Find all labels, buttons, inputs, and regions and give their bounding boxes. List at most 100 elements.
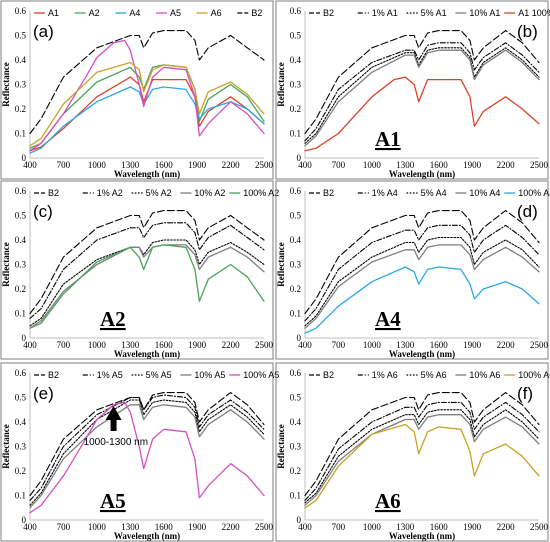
x-tick-label: 2200 [497,522,516,532]
legend-label: 5% A4 [421,188,447,198]
x-tick-label: 1900 [188,340,207,350]
legend-label: 1% A1 [372,8,398,18]
series-line [304,76,540,152]
sample-label: A2 [100,307,126,331]
x-tick-label: 1000 [88,340,107,350]
series-line [29,76,265,152]
panel-letter: (a) [33,22,54,41]
x-axis-title: Wavelength (nm) [389,531,455,541]
series-line [304,414,540,506]
series-line [29,244,265,329]
y-tick-label: 0.2 [290,466,301,476]
sample-label: A4 [375,307,401,331]
series-line [29,401,265,514]
chart-panel: 0 0.1 0.2 0.3 0.4 0.5 0.6 400 700 1000 1300 1600 190… [275,0,550,180]
y-tick-label: 0.3 [15,442,27,452]
x-tick-label: 1300 [121,340,140,350]
x-tick-label: 400 [298,160,312,170]
x-tick-label: 2500 [255,340,274,350]
x-tick-label: 2500 [530,160,549,170]
series-line [304,210,540,315]
chart-panel: 0 0.1 0.2 0.3 0.4 0.5 0.6 400 700 1000 1300 1600 190… [0,0,274,180]
x-tick-label: 2500 [530,340,549,350]
series-line [29,86,265,154]
legend-label: 1% A4 [372,188,398,198]
y-tick-label: 0.4 [290,235,302,245]
x-axis-title: Wavelength (nm) [114,349,180,359]
x-tick-label: 1600 [430,160,449,170]
x-tick-label: 1600 [430,522,449,532]
legend-label: 10% A6 [469,370,500,380]
y-tick-label: 0.5 [15,393,27,403]
legend-label: 10% A1 [469,8,500,18]
y-tick-label: 0.5 [290,211,302,221]
x-tick-label: 1000 [88,522,107,532]
x-axis-title: Wavelength (nm) [389,349,455,359]
annotation-text: 1000-1300 nm [84,437,149,448]
series-line [29,30,265,135]
sample-label: A6 [375,489,401,513]
legend-label: 10% A4 [469,188,500,198]
x-tick-label: 1000 [363,160,382,170]
arrow-stem [110,419,117,431]
x-tick-label: 2200 [497,160,516,170]
panel-border [0,180,274,360]
y-tick-label: 0.3 [15,80,27,90]
x-tick-label: 2500 [530,522,549,532]
series-line [29,222,265,319]
legend-label: 100% A5 [243,370,279,380]
y-axis-title: Reflectance [276,62,286,106]
series-line [29,244,265,329]
series-line [29,399,265,506]
series-line [29,239,265,327]
legend-label: 100% A2 [243,188,279,198]
panel-letter: (e) [33,384,54,403]
series-line [29,392,265,497]
series-line [29,394,265,501]
y-tick-label: 0.2 [15,104,26,114]
legend-label: 1% A5 [97,370,123,380]
legend-label: A4 [129,8,140,18]
y-tick-label: 0.6 [290,186,302,196]
legend-label: 1% A2 [97,188,123,198]
x-tick-label: 1000 [88,160,107,170]
y-tick-label: 0 [22,153,27,163]
chart-panel: 0 0.1 0.2 0.3 0.4 0.5 0.6 400 700 1000 1300 1600 190… [0,362,279,542]
y-tick-label: 0.2 [15,466,26,476]
y-tick-label: 0.6 [15,186,27,196]
y-tick-label: 0.4 [290,55,302,65]
panel-border [275,180,549,360]
y-tick-label: 0.6 [290,6,302,16]
y-tick-label: 0 [297,153,302,163]
x-tick-label: 2200 [497,340,516,350]
legend-label: B2 [48,188,59,198]
x-tick-label: 1900 [188,160,207,170]
y-tick-label: 0.5 [15,211,27,221]
legend-label: 5% A1 [421,8,447,18]
y-axis-title: Reflectance [1,242,11,286]
x-tick-label: 2500 [255,160,274,170]
series-line [304,47,540,144]
legend-label: A5 [170,8,181,18]
series-line [304,266,540,334]
x-tick-label: 2200 [222,340,241,350]
series-line [29,61,265,147]
y-tick-label: 0.1 [15,309,26,319]
series-line [29,404,265,509]
y-tick-label: 0.6 [15,6,27,16]
x-tick-label: 1600 [155,522,174,532]
series-line [29,210,265,315]
y-tick-label: 0 [297,515,302,525]
y-tick-label: 0.2 [290,104,301,114]
legend-label: 5% A2 [146,188,172,198]
y-tick-label: 0.5 [290,393,302,403]
sample-label: A1 [375,127,401,151]
y-axis-title: Reflectance [1,424,11,468]
legend-label: 100% A4 [518,188,550,198]
x-tick-label: 2200 [222,160,241,170]
y-tick-label: 0.1 [290,129,301,139]
panel-letter: (d) [517,202,538,221]
series-line [304,49,540,147]
x-tick-label: 1300 [396,160,415,170]
legend-label: B2 [323,370,334,380]
